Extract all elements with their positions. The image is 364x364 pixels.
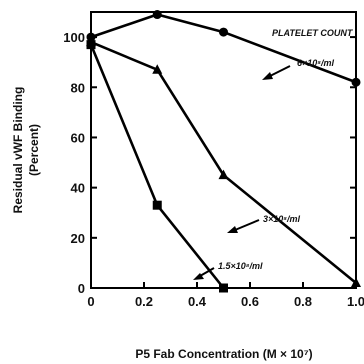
series-line-0 — [90, 13, 357, 84]
series-line-2 — [89, 44, 225, 289]
annotation-arrowhead-1-5e8 — [193, 273, 204, 280]
y-axis-title: Residual vWF Binding — [11, 87, 25, 214]
data-point-circle — [152, 10, 162, 20]
plot-frame — [90, 11, 357, 289]
annotation-arrowhead-6e8 — [262, 72, 273, 80]
x-tick-label: 0.4 — [188, 294, 207, 309]
y-axis-ticks: 0 20 40 60 80 100 — [63, 30, 356, 296]
annotation-6e8: 6×10⁸/ml — [262, 58, 335, 80]
x-tick-label: 0.2 — [135, 294, 153, 309]
data-point-triangle — [351, 277, 361, 287]
y-tick-label: 60 — [71, 130, 85, 145]
y-tick-label: 100 — [63, 30, 85, 45]
y-tick-label: 80 — [71, 80, 85, 95]
series-markers — [86, 10, 361, 293]
x-tick-label: 0.6 — [241, 294, 259, 309]
x-axis-title: P5 Fab Concentration (M × 10⁷) — [135, 347, 312, 361]
series-label-6e8: 6×10⁸/ml — [297, 58, 335, 68]
x-tick-label: 1.0 — [347, 294, 364, 309]
y-tick-label: 40 — [71, 181, 85, 196]
y-axis-unit: (Percent) — [27, 124, 41, 176]
data-point-square — [152, 200, 162, 210]
annotation-arrow-6e8 — [269, 65, 291, 77]
y-tick-label: 20 — [71, 231, 85, 246]
y-tick-label: 0 — [78, 281, 85, 296]
series-line-1 — [90, 40, 357, 284]
annotation-1-5e8: 1.5×10⁸/ml — [193, 261, 263, 280]
annotation-arrow-1-5e8 — [199, 267, 215, 277]
series-label-1-5e8: 1.5×10⁸/ml — [218, 261, 263, 271]
data-point-triangle — [218, 169, 229, 180]
data-point-circle — [351, 77, 361, 87]
data-point-square — [86, 40, 96, 50]
data-point-triangle — [152, 64, 163, 74]
series-label-3e8: 3×10⁸/ml — [263, 214, 301, 224]
annotation-3e8: 3×10⁸/ml — [227, 214, 301, 233]
x-tick-label: 0.8 — [294, 294, 312, 309]
x-tick-label: 0 — [87, 294, 94, 309]
annotation-arrow-3e8 — [234, 219, 260, 231]
series-lines — [89, 13, 357, 289]
data-point-square — [219, 283, 228, 293]
legend-title: PLATELET COUNT — [272, 28, 354, 38]
data-point-circle — [219, 27, 228, 37]
annotation-arrowhead-3e8 — [227, 226, 238, 233]
